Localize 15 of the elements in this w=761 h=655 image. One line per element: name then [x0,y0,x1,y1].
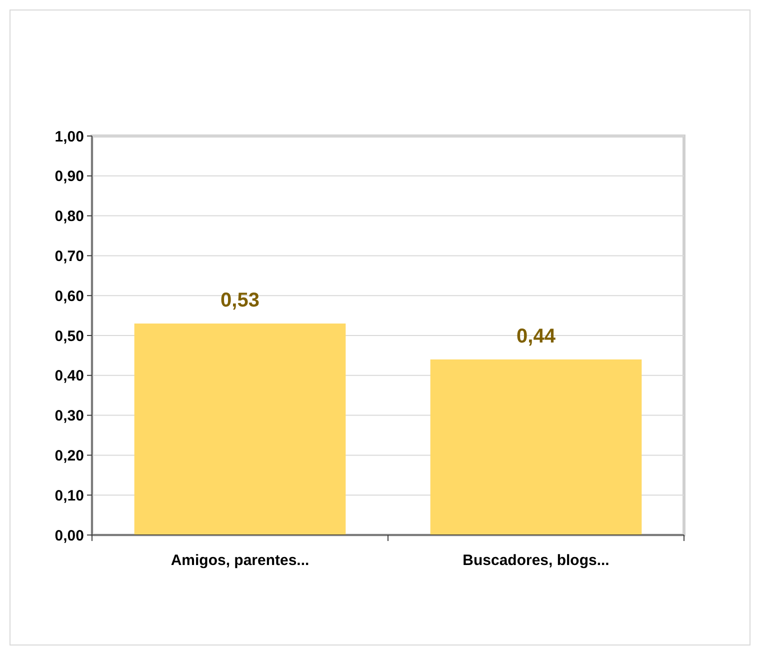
y-tick-label: 1,00 [54,128,84,146]
y-tick-label: 0,50 [54,328,84,345]
data-label: 0,53 [220,290,260,312]
y-tick-label: 0,70 [54,248,84,265]
y-tick-label: 0,40 [54,368,84,385]
y-tick-label: 0,60 [54,288,84,305]
x-tick-label: Buscadores, blogs... [462,552,610,569]
y-tick-label: 0,00 [54,527,84,544]
y-tick-label: 0,10 [54,487,84,504]
y-tick-label: 0,80 [54,208,84,226]
y-tick-label: 0,90 [54,168,84,186]
y-tick-label: 0,30 [54,408,84,425]
data-label: 0,44 [516,325,556,348]
y-tick-label: 0,20 [54,447,84,464]
x-tick-label: Amigos, parentes... [170,552,310,569]
